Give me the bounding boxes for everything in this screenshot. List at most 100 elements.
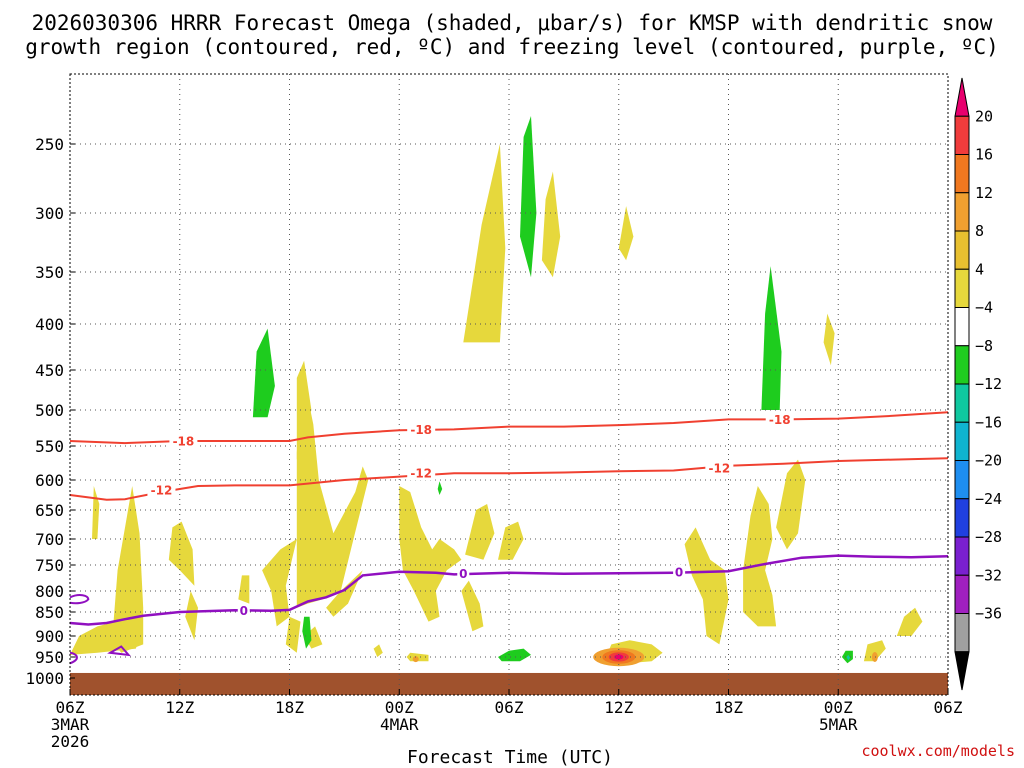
ascent-ring-20 xyxy=(614,654,624,660)
colorbar-segment-3 xyxy=(954,192,970,232)
y-tick-600: 600 xyxy=(35,471,64,490)
plot-area xyxy=(70,74,948,695)
contour-label-minus12-1: -12 xyxy=(410,467,432,481)
colorbar-label-7: −12 xyxy=(975,375,1002,393)
x-tick-year-0: 2026 xyxy=(51,732,90,751)
green-descent-05z-low xyxy=(498,648,531,662)
yellow-ascent-upper2 xyxy=(541,171,561,278)
colorbar-segment-9 xyxy=(954,421,970,461)
x-tick-date-42: 5MAR xyxy=(819,715,858,734)
contour-label-minus18-1-bg xyxy=(407,422,436,437)
contour-label-minus18-0-bg xyxy=(169,433,198,448)
colorbar-label-4: 4 xyxy=(975,260,984,278)
green-descent-upper xyxy=(520,116,537,278)
x-tick-42: 00Z xyxy=(824,698,853,717)
colorbar-label-8: −16 xyxy=(975,413,1002,431)
colorbar-label-13: −36 xyxy=(975,605,1002,623)
colorbar-segment-top xyxy=(954,77,970,117)
colorbar-segment-8 xyxy=(954,383,970,423)
contour-label-zero-2-bg xyxy=(673,564,686,579)
contour-label-minus18-1: -18 xyxy=(410,423,432,437)
yellow-ascent-20z-right xyxy=(743,486,777,627)
colorbar-segment-10 xyxy=(954,460,970,500)
colorbar-label-10: −24 xyxy=(975,490,1002,508)
y-tick-750: 750 xyxy=(35,556,64,575)
contour-label-zero-1: 0 xyxy=(459,567,467,581)
colorbar-segment-4 xyxy=(954,230,970,270)
x-tick-18: 00Z xyxy=(385,698,414,717)
colorbar-segment-5 xyxy=(954,268,970,308)
contour-label-minus12-2: -12 xyxy=(709,461,731,475)
chart-title-line2: growth region (contoured, red, ºC) and f… xyxy=(25,35,999,59)
teal-descent-center xyxy=(846,654,851,661)
yellow-ascent-04z-right xyxy=(896,607,923,636)
y-tick-550: 550 xyxy=(35,437,64,456)
ascent-dot-02z xyxy=(871,652,878,662)
y-tick-650: 650 xyxy=(35,501,64,520)
contour-label-zero-0-bg xyxy=(237,603,250,618)
y-tick-700: 700 xyxy=(35,530,64,549)
colorbar: 20 16 12 8 4 −4 −8 −12 −16 −20 −24 −28 −32 −36 xyxy=(954,77,1002,691)
yellow-ascent-17z xyxy=(262,539,297,627)
yellow-ascent-03z-small xyxy=(498,521,524,560)
yellow-ascent-21z-upper xyxy=(823,313,835,366)
colorbar-label-6: −8 xyxy=(975,337,993,355)
y-tick-250: 250 xyxy=(35,135,64,154)
chart-title-line1: 2026030306 HRRR Forecast Omega (shaded, … xyxy=(32,11,993,35)
contour-label-minus12-2-bg xyxy=(705,460,734,475)
colorbar-segment-12 xyxy=(954,536,970,576)
x-tick-12: 18Z xyxy=(275,698,304,717)
colorbar-label-1: 16 xyxy=(975,146,993,164)
colorbar-label-3: 8 xyxy=(975,222,984,240)
contour-label-minus12-0-bg xyxy=(147,483,176,498)
x-axis-label: Forecast Time (UTC) xyxy=(407,747,613,768)
contour-label-zero-2: 0 xyxy=(675,565,683,579)
yellow-ascent-02z-right xyxy=(863,640,886,662)
y-tick-950: 950 xyxy=(35,648,64,667)
contour-0-loop-small xyxy=(107,645,131,657)
y-tick-500: 500 xyxy=(35,401,64,420)
contour-label-zero-1-bg xyxy=(457,566,470,581)
y-tick-1000: 1000 xyxy=(25,669,64,688)
x-tick-date-0: 3MAR xyxy=(51,715,90,734)
colorbar-label-5: −4 xyxy=(975,299,993,317)
yellow-ascent-03z xyxy=(465,504,495,560)
colorbar-label-2: 12 xyxy=(975,184,993,202)
colorbar-segment-13 xyxy=(954,574,970,614)
contour-0-loop-upper xyxy=(69,594,90,605)
colorbar-segment-bottom xyxy=(954,651,970,691)
yellow-ascent-18z xyxy=(285,616,301,653)
green-descent-18z-low xyxy=(302,616,312,649)
yellow-ascent-12z xyxy=(168,521,195,586)
contour-label-minus18-2-bg xyxy=(765,412,794,427)
y-tick-300: 300 xyxy=(35,204,64,223)
y-tick-900: 900 xyxy=(35,627,64,646)
colorbar-segment-7 xyxy=(954,345,970,385)
x-tick-0: 06Z xyxy=(56,698,85,717)
y-tick-850: 850 xyxy=(35,603,64,622)
colorbar-label-9: −20 xyxy=(975,452,1002,470)
yellow-ascent-19z-col xyxy=(296,370,369,608)
yellow-ascent-17z-right xyxy=(684,527,729,645)
ascent-dot-01z xyxy=(412,656,419,663)
x-tick-date-18: 4MAR xyxy=(380,715,419,734)
contour-label-zero-0: 0 xyxy=(240,604,248,618)
yellow-ascent-upper-left-400 xyxy=(296,360,312,460)
gridlines xyxy=(70,74,948,695)
colorbar-segment-2 xyxy=(954,154,970,194)
x-tick-36: 18Z xyxy=(714,698,743,717)
yellow-ascent-15z xyxy=(238,575,250,604)
yellow-ascent-00z xyxy=(399,486,462,622)
green-descent-left xyxy=(252,328,275,418)
x-tick-6: 12Z xyxy=(165,698,194,717)
colorbar-segment-1 xyxy=(954,115,970,155)
yellow-ascent-upper3 xyxy=(618,206,634,261)
colorbar-label-11: −28 xyxy=(975,528,1002,546)
credit-text: coolwx.com/models xyxy=(861,742,1015,760)
y-tick-450: 450 xyxy=(35,361,64,380)
colorbar-segment-6 xyxy=(954,307,970,347)
y-tick-400: 400 xyxy=(35,315,64,334)
yellow-ascent-00z-dot xyxy=(373,644,383,657)
colorbar-segment-11 xyxy=(954,498,970,538)
